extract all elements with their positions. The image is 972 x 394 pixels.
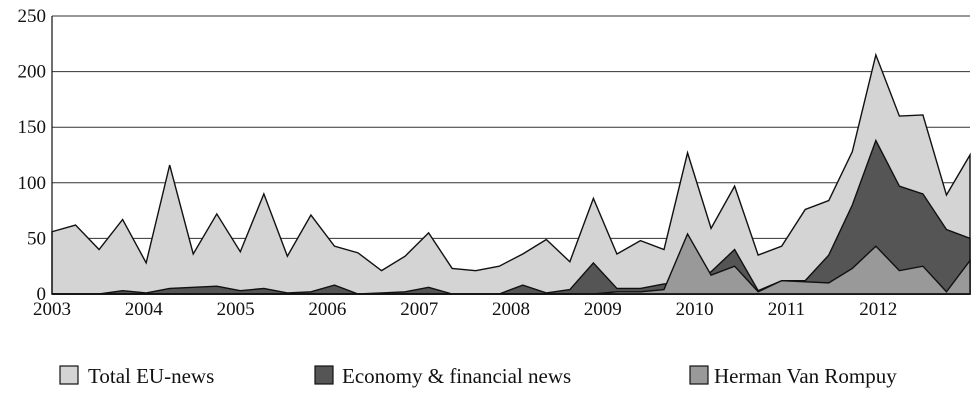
x-tick-label: 2005 — [217, 299, 255, 320]
axes — [51, 16, 970, 295]
y-tick-labels: 0 50 100 150 200 250 — [18, 6, 47, 305]
y-tick-label: 100 — [18, 173, 47, 194]
legend-swatch-herman-van-rompuy — [689, 365, 709, 385]
legend: Total EU-news Economy & financial news H… — [59, 364, 897, 388]
y-tick-label: 150 — [18, 117, 47, 138]
y-tick-label: 200 — [18, 62, 47, 83]
x-tick-labels: 2003 2004 2005 2006 2007 2008 2009 2010 2011 2012 — [33, 299, 897, 320]
legend-swatch-total-eu-news — [59, 365, 79, 385]
x-tick-label: 2012 — [859, 299, 897, 320]
legend-label-total-eu-news: Total EU-news — [88, 364, 214, 388]
x-tick-label: 2009 — [584, 299, 622, 320]
x-tick-label: 2006 — [308, 299, 346, 320]
legend-label-economy-financial-news: Economy & financial news — [342, 364, 571, 388]
y-tick-label: 0 — [37, 284, 47, 305]
x-tick-label: 2004 — [125, 299, 164, 320]
x-tick-label: 2011 — [768, 299, 805, 320]
x-tick-label: 2003 — [33, 299, 71, 320]
area-total — [51, 52, 971, 295]
legend-swatch-economy-financial-news — [314, 365, 334, 385]
y-tick-label: 250 — [18, 6, 47, 27]
x-tick-label: 2007 — [400, 299, 438, 320]
x-tick-label: 2008 — [492, 299, 530, 320]
legend-label-herman-van-rompuy: Herman Van Rompuy — [714, 364, 897, 388]
x-tick-label: 2010 — [676, 299, 714, 320]
y-tick-label: 50 — [27, 228, 46, 249]
area-series — [51, 52, 971, 295]
